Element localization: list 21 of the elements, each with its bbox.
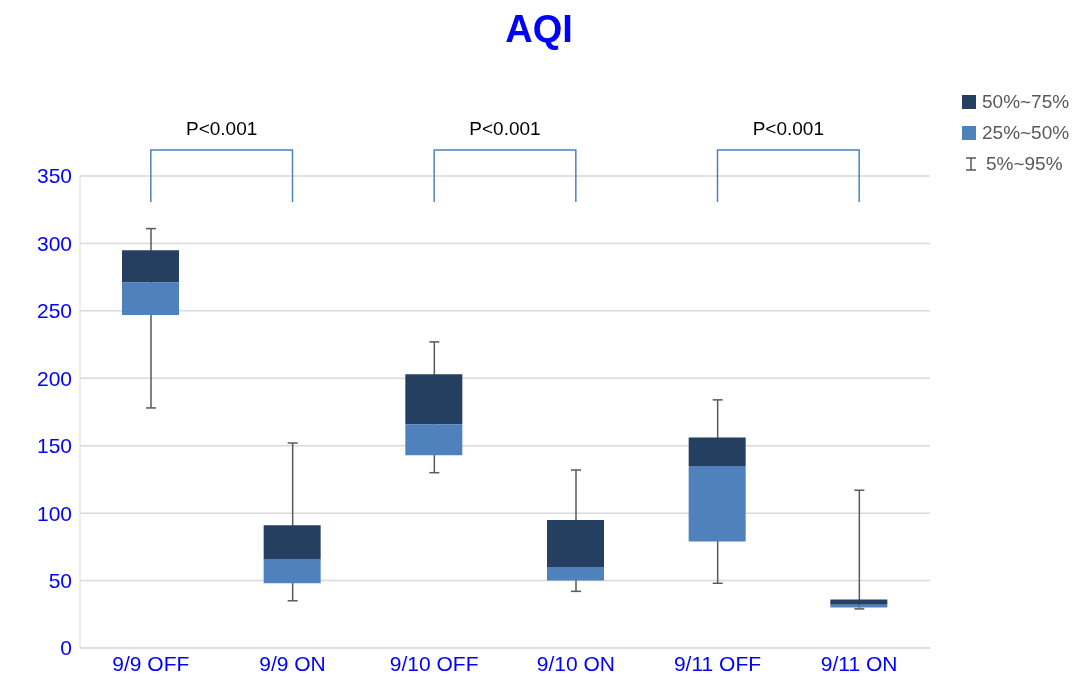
x-tick-label: 9/11 OFF bbox=[673, 651, 762, 675]
y-tick-label: 350 bbox=[36, 164, 72, 188]
chart-title: AQI bbox=[504, 8, 574, 51]
x-tick-label: 9/9 OFF bbox=[112, 651, 190, 675]
legend-label: 50%~75% bbox=[982, 91, 1070, 113]
legend-label: 25%~50% bbox=[982, 122, 1070, 144]
x-tick-label: 9/10 OFF bbox=[389, 651, 479, 675]
y-tick-label: 300 bbox=[36, 231, 72, 255]
y-tick-label: 250 bbox=[36, 299, 72, 323]
x-tick-label: 9/10 ON bbox=[536, 651, 615, 675]
y-tick-label: 0 bbox=[60, 636, 72, 660]
y-tick-label: 150 bbox=[36, 434, 72, 458]
x-tick-label: 9/9 ON bbox=[259, 651, 326, 675]
y-tick-label: 200 bbox=[36, 366, 72, 390]
legend-label: 5%~95% bbox=[986, 153, 1063, 175]
text: P<0.001 bbox=[752, 118, 824, 139]
y-tick-label: 100 bbox=[36, 501, 72, 525]
text: P<0.001 bbox=[186, 118, 258, 139]
y-tick-label: 50 bbox=[48, 569, 72, 593]
text: P<0.001 bbox=[469, 118, 541, 139]
x-tick-label: 9/11 ON bbox=[820, 651, 898, 675]
